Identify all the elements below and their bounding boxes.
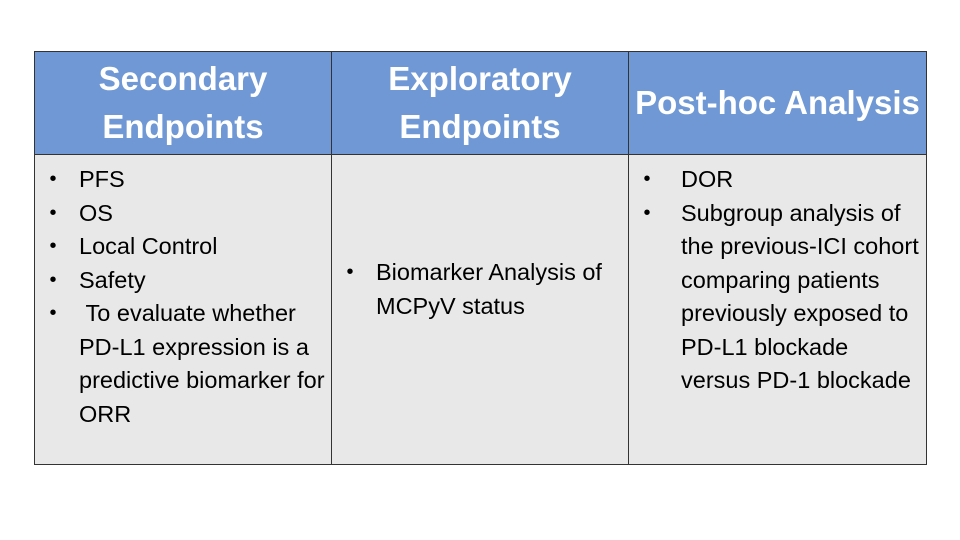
- header-post-hoc-analysis: Post-hoc Analysis: [628, 51, 927, 155]
- list-item: • PFS: [43, 163, 325, 197]
- list-item-text: To evaluate whether PD-L1 expression is …: [79, 300, 332, 427]
- post-hoc-analysis-list: • DOR • Subgroup analysis of the previous-…: [637, 163, 920, 398]
- exploratory-endpoints-list: • Biomarker Analysis of MCPyV status: [340, 256, 622, 323]
- list-item: • Biomarker Analysis of MCPyV status: [340, 256, 622, 323]
- secondary-endpoints-cell: • PFS • OS • Local Control • Safety • To eva…: [34, 154, 332, 465]
- bullet-icon: •: [643, 168, 651, 190]
- list-item-text: Biomarker Analysis of MCPyV status: [376, 259, 602, 319]
- header-secondary-endpoints: Secondary Endpoints: [34, 51, 332, 155]
- header-row: Secondary Endpoints Exploratory Endpoint…: [34, 51, 927, 155]
- bullet-icon: •: [346, 261, 354, 283]
- bullet-icon: •: [49, 168, 57, 190]
- bullet-icon: •: [49, 235, 57, 257]
- exploratory-endpoints-cell: • Biomarker Analysis of MCPyV status: [331, 154, 629, 465]
- bullet-icon: •: [49, 268, 57, 291]
- list-item: • DOR: [637, 163, 920, 197]
- list-item: • To evaluate whether PD-L1 expression i…: [43, 297, 325, 431]
- list-item-text: OS: [79, 199, 113, 226]
- post-hoc-analysis-cell: • DOR • Subgroup analysis of the previous-…: [628, 154, 927, 465]
- list-item-text: PFS: [79, 166, 125, 192]
- list-item: • Safety: [43, 264, 325, 298]
- secondary-endpoints-list: • PFS • OS • Local Control • Safety • To eva…: [43, 163, 325, 431]
- list-item: • OS: [43, 197, 325, 231]
- content-row: • PFS • OS • Local Control • Safety • To eva…: [34, 154, 927, 465]
- list-item: • Subgroup analysis of the previous-ICI c…: [637, 197, 920, 398]
- list-item-text: Subgroup analysis of the previous-ICI co…: [681, 199, 919, 394]
- endpoints-table: Secondary Endpoints Exploratory Endpoint…: [34, 51, 927, 465]
- list-item-text: DOR: [681, 166, 734, 192]
- bullet-icon: •: [49, 302, 57, 324]
- list-item-text: Safety: [79, 266, 146, 293]
- list-item: • Local Control: [43, 230, 325, 264]
- header-exploratory-endpoints: Exploratory Endpoints: [331, 51, 629, 155]
- bullet-icon: •: [643, 201, 651, 224]
- list-item-text: Local Control: [79, 233, 218, 259]
- bullet-icon: •: [49, 201, 57, 224]
